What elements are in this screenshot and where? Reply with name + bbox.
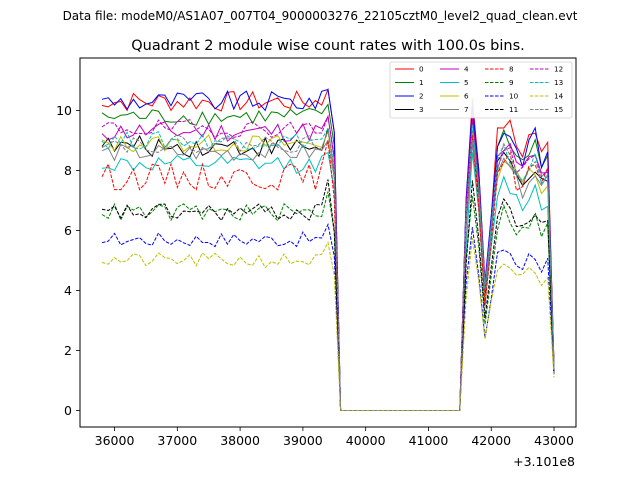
series-line-11 (101, 179, 555, 411)
legend-label-12: 12 (554, 65, 563, 74)
x-tick-label: 42000 (471, 433, 511, 448)
x-tick-label: 37000 (157, 433, 197, 448)
x-tick-label: 43000 (534, 433, 574, 448)
legend-label-15: 15 (554, 105, 563, 114)
series-line-2 (101, 88, 555, 411)
x-tick-label: 40000 (346, 433, 386, 448)
x-tick-label: 41000 (409, 433, 449, 448)
series-line-15 (101, 129, 555, 411)
suptitle: Data file: modeM0/AS1A07_007T04_90000032… (63, 9, 578, 23)
legend-label-10: 10 (509, 92, 519, 101)
series-line-4 (101, 114, 555, 411)
legend-label-11: 11 (509, 105, 518, 114)
series-line-1 (101, 103, 555, 411)
plot-frame (79, 57, 577, 428)
legend-label-7: 7 (464, 105, 469, 114)
y-tick-label: 10 (56, 103, 72, 118)
x-tick-label: 38000 (220, 433, 260, 448)
legend-label-6: 6 (464, 92, 469, 101)
y-tick-label: 0 (64, 403, 72, 418)
y-tick-label: 6 (64, 223, 72, 238)
chart-title: Quadrant 2 module wise count rates with … (131, 38, 525, 54)
legend-label-2: 2 (419, 92, 424, 101)
x-tick-label: 36000 (95, 433, 135, 448)
legend-label-14: 14 (554, 92, 564, 101)
y-tick-label: 4 (64, 283, 72, 298)
legend-label-8: 8 (509, 65, 514, 74)
series-line-10 (101, 222, 555, 411)
legend-label-5: 5 (464, 78, 469, 87)
legend-label-9: 9 (509, 78, 514, 87)
series-line-14 (101, 237, 555, 411)
legend-label-4: 4 (464, 65, 469, 74)
series-line-9 (101, 191, 555, 411)
series-line-0 (101, 87, 555, 411)
series-line-5 (101, 151, 555, 411)
y-tick-label: 2 (64, 343, 72, 358)
y-tick-label: 8 (64, 163, 72, 178)
series-line-13 (101, 125, 555, 411)
y-axis: 0 2 4 6 8 10 (56, 103, 80, 418)
plot-lines (101, 87, 555, 411)
legend-label-13: 13 (554, 78, 563, 87)
series-line-6 (101, 129, 555, 411)
x-axis: 36000 37000 38000 39000 40000 41000 42000 43000 (95, 427, 574, 448)
x-offset-label: +3.101e8 (513, 454, 575, 469)
legend-label-3: 3 (419, 105, 424, 114)
legend-label-0: 0 (419, 65, 424, 74)
legend-box (389, 61, 573, 119)
series-line-12 (101, 114, 555, 411)
x-tick-label: 39000 (283, 433, 323, 448)
legend-label-1: 1 (419, 78, 424, 87)
